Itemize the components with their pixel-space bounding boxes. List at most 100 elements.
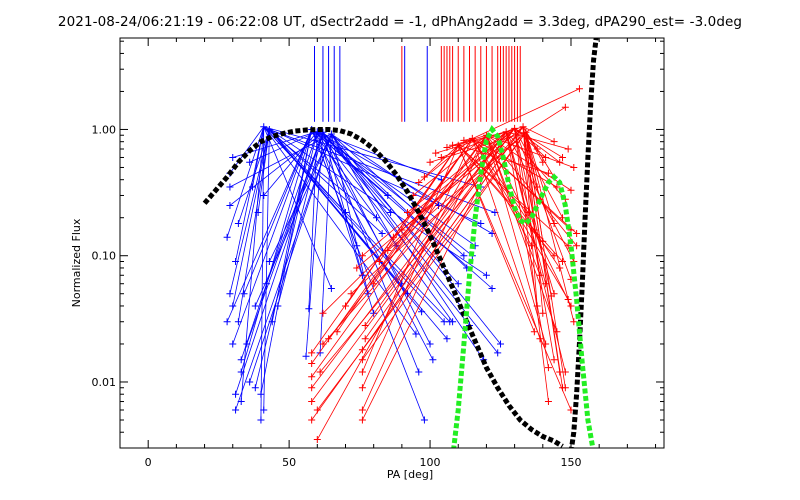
series-line	[232, 129, 270, 307]
series-line	[522, 126, 555, 178]
plot-frame	[119, 37, 665, 449]
series-line	[362, 126, 524, 350]
series-line	[229, 131, 324, 206]
data-point	[561, 368, 569, 376]
data-point	[418, 308, 426, 316]
data-point	[519, 123, 527, 131]
data-point	[522, 128, 530, 136]
series-line	[522, 126, 555, 143]
series-line	[362, 138, 473, 388]
data-point	[341, 208, 349, 216]
x-tick-label: 0	[145, 456, 152, 469]
series-line	[471, 138, 569, 300]
data-point	[243, 340, 251, 348]
data-point	[564, 145, 572, 153]
data-point	[460, 136, 468, 144]
series-line	[514, 128, 555, 360]
y-tick-label: 1.00	[92, 123, 117, 136]
series-line	[350, 131, 527, 295]
data-point	[254, 208, 262, 216]
data-point	[226, 183, 234, 191]
series-0	[223, 123, 505, 424]
data-point	[263, 280, 271, 288]
series-line	[237, 129, 270, 322]
data-point	[251, 302, 259, 310]
data-point	[232, 257, 240, 265]
data-point	[237, 368, 245, 376]
data-point	[223, 233, 231, 241]
data-point	[561, 103, 569, 111]
series-line	[316, 135, 487, 440]
model-curve-4	[451, 124, 596, 448]
series-line	[322, 131, 467, 269]
series-line	[317, 131, 473, 257]
series-line	[263, 129, 270, 410]
data-point	[573, 229, 581, 237]
series-line	[418, 138, 473, 183]
data-point	[482, 271, 490, 279]
series-line	[424, 144, 459, 178]
series-line	[471, 138, 541, 339]
data-point	[443, 143, 451, 151]
data-point	[553, 328, 561, 336]
data-point	[240, 290, 248, 298]
series-line	[336, 138, 473, 332]
data-point	[564, 296, 572, 304]
data-point	[358, 356, 366, 364]
data-point	[533, 183, 541, 191]
data-point	[313, 406, 321, 414]
data-point	[542, 340, 550, 348]
series-line	[260, 129, 313, 395]
series-line	[271, 129, 313, 322]
data-point	[265, 257, 273, 265]
data-point	[226, 201, 234, 209]
series-line	[240, 131, 318, 360]
series-line	[263, 126, 332, 289]
series-line	[486, 135, 558, 332]
data-point	[341, 302, 349, 310]
series-line	[514, 128, 549, 402]
data-point	[229, 340, 237, 348]
series-line	[311, 129, 453, 322]
data-point	[389, 233, 397, 241]
data-point	[358, 416, 366, 424]
series-line	[412, 134, 487, 196]
series-line	[362, 135, 487, 411]
x-axis-label: PA [deg]	[386, 468, 434, 481]
data-point	[361, 322, 369, 330]
series-line	[514, 128, 563, 158]
data-point	[308, 416, 316, 424]
data-point	[559, 257, 567, 265]
series-line	[486, 135, 547, 345]
data-point	[544, 398, 552, 406]
data-point	[415, 179, 423, 187]
data-point	[246, 158, 254, 166]
data-point	[412, 330, 420, 338]
series-line	[514, 128, 546, 158]
data-point	[232, 390, 240, 398]
data-point	[353, 242, 361, 250]
data-point	[559, 153, 567, 161]
data-point	[542, 153, 550, 161]
data-point	[234, 318, 242, 326]
series-line	[263, 126, 445, 323]
data-point	[226, 290, 234, 298]
data-point	[308, 373, 316, 381]
data-point	[573, 242, 581, 250]
data-point	[370, 280, 378, 288]
data-point	[308, 384, 316, 392]
data-point	[432, 149, 440, 157]
model-curve-3	[569, 38, 599, 448]
data-point	[384, 191, 392, 199]
data-point	[358, 384, 366, 392]
data-point	[511, 124, 519, 132]
data-point	[488, 284, 496, 292]
chart-title: 2021-08-24/06:21:19 - 06:22:08 UT, dSect…	[57, 14, 743, 30]
series-line	[316, 131, 470, 326]
data-point	[544, 169, 552, 177]
data-point	[544, 364, 552, 372]
data-point	[525, 208, 533, 216]
data-point	[347, 290, 355, 298]
data-point	[454, 280, 462, 288]
data-point	[426, 340, 434, 348]
